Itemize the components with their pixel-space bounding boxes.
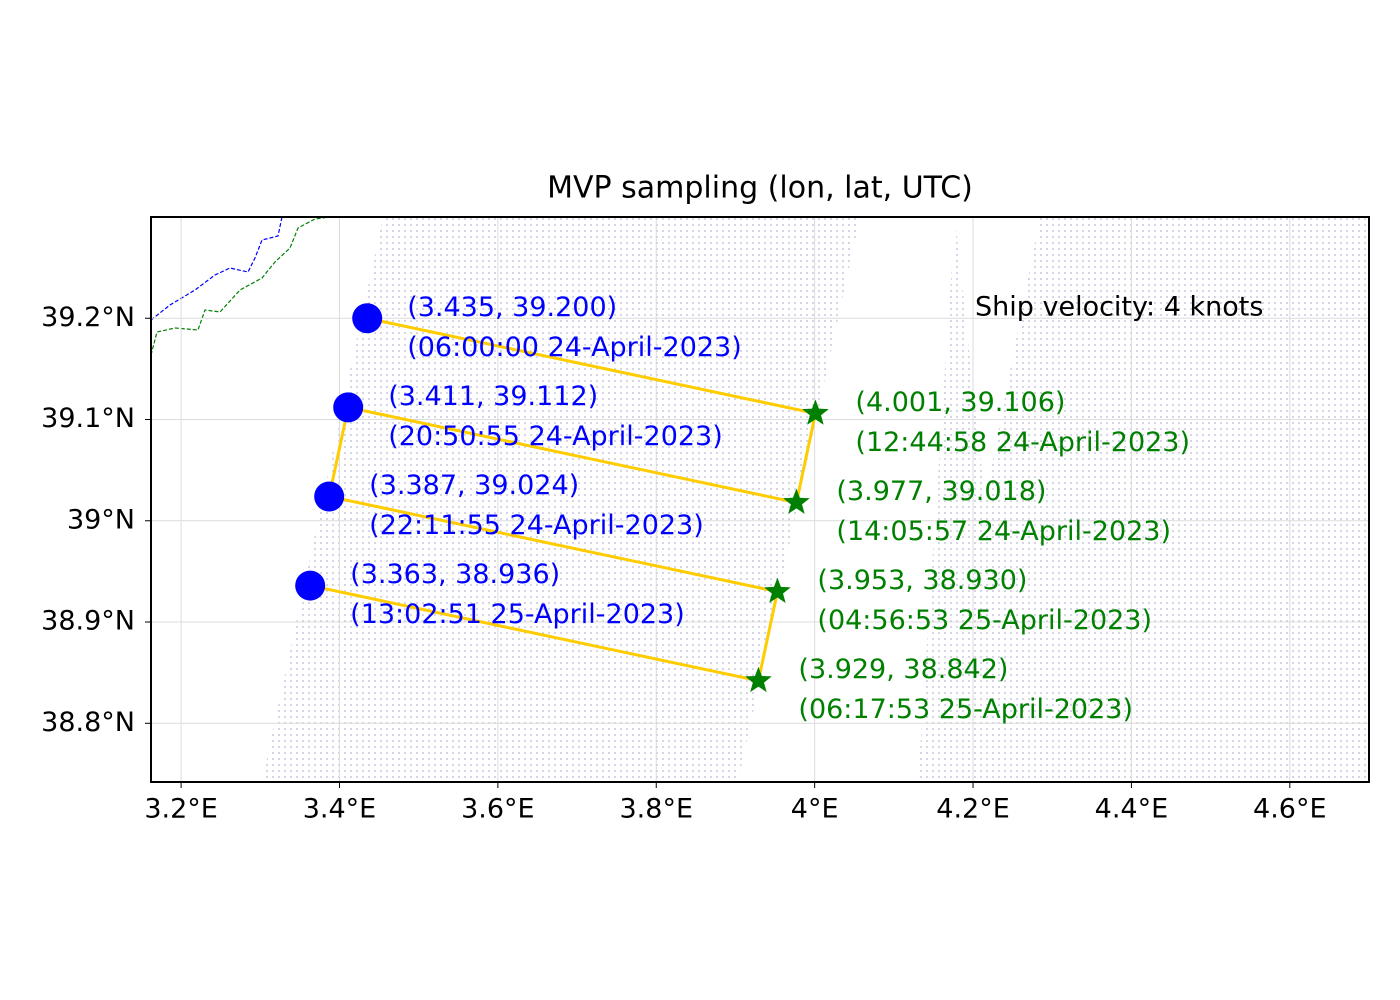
coastline — [151, 217, 283, 321]
coord-label: (3.929, 38.842) — [798, 654, 1008, 685]
y-tick-label: 39.1°N — [41, 403, 135, 434]
x-tick-label: 3.8°E — [620, 794, 694, 825]
time-label: (06:00:00 24-April-2023) — [407, 332, 742, 363]
time-label: (20:50:55 24-April-2023) — [388, 421, 723, 452]
plot-area — [151, 217, 1369, 782]
swath — [918, 217, 1369, 782]
y-tick-label: 39.2°N — [41, 302, 135, 333]
x-tick-label: 4.2°E — [936, 794, 1010, 825]
coord-label: (3.387, 39.024) — [369, 470, 579, 501]
end-point — [745, 666, 772, 693]
time-label: (13:02:51 25-April-2023) — [350, 599, 685, 630]
coord-label: (3.953, 38.930) — [817, 565, 1027, 596]
time-label: (14:05:57 24-April-2023) — [836, 516, 1171, 547]
coord-label: (3.435, 39.200) — [407, 292, 617, 323]
end-point — [764, 577, 791, 603]
start-point — [314, 481, 345, 512]
time-label: (12:44:58 24-April-2023) — [855, 427, 1190, 458]
swath-gap — [955, 217, 1040, 500]
marks: (3.435, 39.200) (06:00:00 24-April-2023) (… — [295, 292, 1190, 725]
y-tick-label: 39°N — [67, 504, 135, 535]
y-tick-label: 38.9°N — [41, 606, 135, 637]
end-point — [783, 488, 810, 514]
start-point — [295, 570, 326, 601]
annotation: Ship velocity: 4 knots — [975, 292, 1263, 323]
x-tick-label: 4.4°E — [1095, 794, 1169, 825]
time-label: (04:56:53 25-April-2023) — [817, 605, 1152, 636]
time-label: (22:11:55 24-April-2023) — [369, 510, 704, 541]
coord-label: (3.977, 39.018) — [836, 476, 1046, 507]
coord-label: (4.001, 39.106) — [855, 387, 1065, 418]
x-tick-label: 4.6°E — [1253, 794, 1327, 825]
time-label: (06:17:53 25-April-2023) — [798, 694, 1133, 725]
start-point — [352, 303, 383, 334]
x-tick-label: 3.4°E — [303, 794, 377, 825]
coord-label: (3.411, 39.112) — [388, 381, 598, 412]
plot-frame — [150, 216, 1370, 783]
coastline — [151, 217, 331, 356]
swath — [262, 217, 860, 782]
x-tick-label: 3.6°E — [461, 794, 535, 825]
start-point — [333, 392, 364, 423]
y-tick-label: 38.8°N — [41, 707, 135, 738]
coord-label: (3.363, 38.936) — [350, 559, 560, 590]
end-point — [802, 399, 829, 425]
x-tick-label: 3.2°E — [144, 794, 218, 825]
x-tick-label: 4°E — [791, 794, 839, 825]
ship-track — [309, 316, 818, 683]
chart-title: MVP sampling (lon, lat, UTC) — [547, 171, 973, 206]
